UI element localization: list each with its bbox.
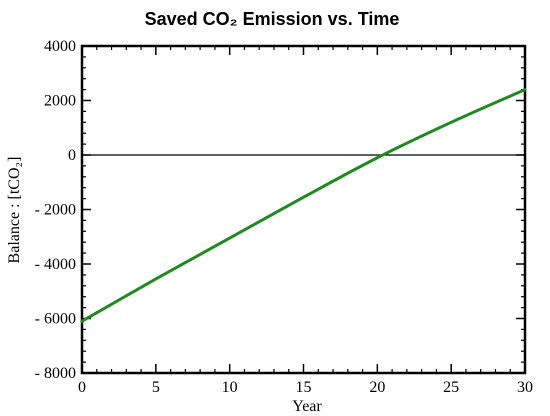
y-tick-label: 2000 — [44, 93, 76, 110]
y-axis-label: Balance : [tCO₂] — [6, 157, 23, 264]
x-tick-label: 5 — [152, 379, 160, 396]
x-tick-label: 20 — [369, 379, 385, 396]
y-tick-label: - 6000 — [35, 311, 76, 328]
y-tick-label: - 8000 — [35, 365, 76, 382]
axes: 0 5 10 15 20 25 30 - 8000 - 6000 - 4000 - 2000 0 200… — [35, 38, 533, 396]
y-tick-label: - 2000 — [35, 202, 76, 219]
y-tick-label: 4000 — [44, 38, 76, 55]
x-tick-label: 10 — [222, 379, 238, 396]
balance-series-line — [80, 88, 527, 323]
x-tick-label: 15 — [296, 379, 312, 396]
x-axis-label: Year — [292, 398, 322, 415]
y-tick-label: 0 — [68, 147, 76, 164]
chart-title: Saved CO₂ Emission vs. Time — [145, 9, 400, 29]
plot-frame — [80, 44, 527, 375]
x-tick-label: 25 — [443, 379, 459, 396]
series-layer — [80, 88, 527, 323]
x-tick-label: 0 — [78, 379, 86, 396]
y-tick-label: - 4000 — [35, 256, 76, 273]
x-tick-label: 30 — [517, 379, 533, 396]
